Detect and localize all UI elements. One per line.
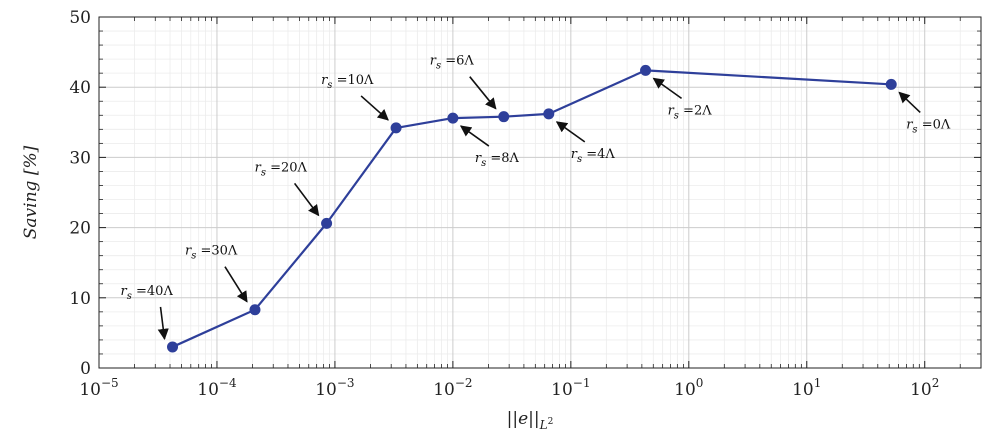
y-tick-label: 20 bbox=[69, 219, 91, 239]
x-tick-label: 10−4 bbox=[197, 376, 237, 400]
data-point bbox=[885, 78, 897, 90]
data-point bbox=[543, 108, 555, 120]
data-point bbox=[249, 304, 261, 316]
x-tick-label: 10−2 bbox=[433, 376, 472, 400]
y-tick-label: 30 bbox=[69, 148, 91, 168]
minor-grid bbox=[99, 17, 981, 368]
annotation-arrow bbox=[360, 95, 389, 121]
plot-frame bbox=[98, 16, 982, 369]
x-tick-label: 100 bbox=[674, 376, 703, 400]
data-point bbox=[390, 122, 402, 134]
annotation-arrow bbox=[898, 91, 921, 113]
x-tick-label: 10−1 bbox=[551, 376, 590, 400]
data-point bbox=[447, 112, 459, 124]
annotation-label: rs =20Λ bbox=[255, 160, 308, 178]
data-point bbox=[167, 341, 179, 353]
x-axis-title: ||e||L2 bbox=[507, 409, 554, 432]
y-tick-label: 0 bbox=[80, 359, 91, 379]
data-point bbox=[640, 64, 652, 76]
series-layer bbox=[167, 64, 897, 353]
y-tick-label: 10 bbox=[69, 289, 91, 309]
axis-ticks bbox=[98, 16, 981, 369]
annotation-labels: rs =40Λ rs =30Λ rs =20Λ rs =10Λ rs =8Λ rs =6Λ… bbox=[121, 54, 951, 302]
annotation-label: rs =10Λ bbox=[321, 73, 374, 91]
annotation-label: rs =0Λ bbox=[906, 117, 951, 135]
annotation-label: rs =30Λ bbox=[185, 244, 238, 262]
annotation-arrow bbox=[555, 121, 586, 143]
annotation-arrow bbox=[469, 76, 497, 110]
x-tick-label: 102 bbox=[910, 376, 939, 400]
y-tick-label: 40 bbox=[69, 78, 91, 98]
annotation-label: rs =6Λ bbox=[430, 54, 475, 72]
major-grid bbox=[98, 16, 981, 369]
annotation-arrow bbox=[224, 266, 248, 303]
annotation-arrow bbox=[293, 182, 320, 217]
annotation-label: rs =8Λ bbox=[475, 151, 520, 169]
y-axis-title: Saving [%] bbox=[21, 145, 41, 239]
annotation-label: rs =2Λ bbox=[668, 103, 713, 121]
annotation-label: rs =40Λ bbox=[121, 284, 174, 302]
annotation-arrow bbox=[459, 125, 490, 147]
annotation-arrow bbox=[157, 306, 169, 341]
data-point bbox=[498, 111, 510, 123]
x-tick-label: 10−5 bbox=[79, 376, 118, 400]
annotation-arrow bbox=[652, 77, 683, 100]
annotation-arrows bbox=[157, 76, 921, 341]
data-point bbox=[321, 217, 333, 229]
y-tick-label: 50 bbox=[69, 8, 91, 28]
x-tick-label: 10−3 bbox=[315, 376, 354, 400]
x-tick-label: 101 bbox=[792, 376, 821, 400]
annotation-label: rs =4Λ bbox=[571, 147, 616, 165]
series-line bbox=[172, 69, 892, 348]
